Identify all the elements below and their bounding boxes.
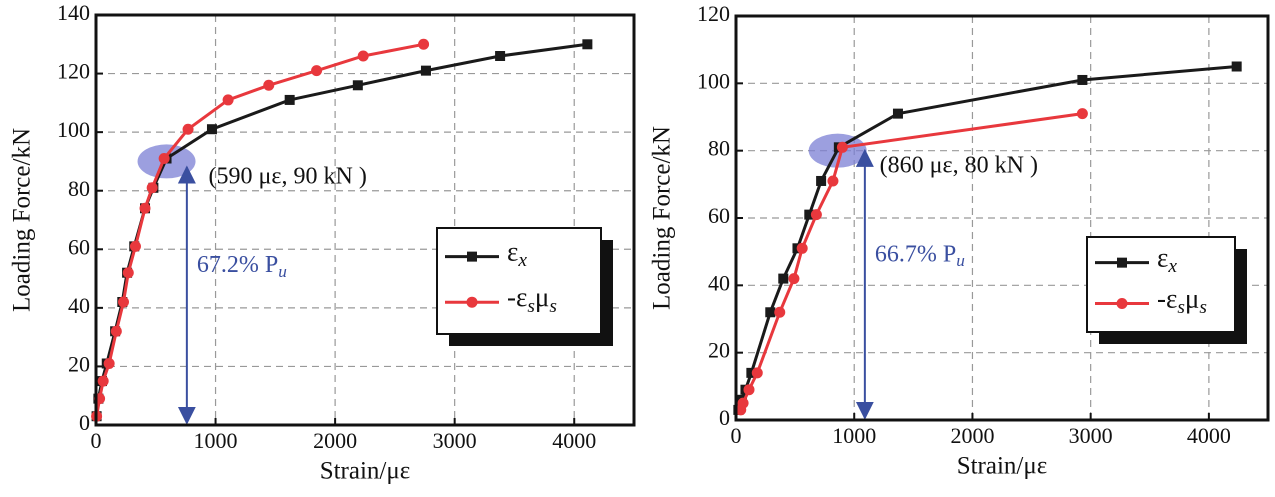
marker [420,65,431,76]
legend-marker [1117,257,1127,268]
marker [139,202,151,214]
y-tick-label: 60 [68,234,90,259]
legend-box [436,227,602,335]
marker [737,397,749,409]
x-axis-label: Strain/με [320,458,411,485]
arrow-label: 67.2% Pu [197,252,287,281]
marker [1077,74,1088,85]
legend-marker [467,251,477,262]
highlight-label: (860 με, 80 kN ) [880,152,1038,178]
marker [796,242,808,254]
x-tick-label: 0 [91,428,102,453]
y-tick-label: 60 [708,203,730,228]
y-tick-label: 0 [719,405,730,430]
marker [206,124,217,135]
x-tick-label: 2000 [313,428,357,453]
marker [284,94,295,105]
y-tick-label: 20 [708,338,730,363]
marker [103,358,115,369]
x-tick-label: 2000 [950,423,994,448]
y-tick-label: 40 [708,270,730,295]
marker [765,307,776,318]
highlight-label: (590 με, 90 kN ) [209,163,367,189]
x-tick-label: 0 [731,423,742,448]
marker [352,80,363,91]
marker [129,240,141,252]
marker [1076,108,1088,120]
plot-frame [734,14,1270,422]
marker [788,273,800,285]
x-tick-label: 4000 [1187,423,1231,448]
y-tick-label: 80 [708,136,730,161]
marker [810,209,822,221]
plot-frame [94,13,636,427]
marker [836,141,848,153]
legend-marker [1116,298,1128,309]
marker [158,153,170,164]
marker [182,123,194,135]
legend-marker [466,296,478,308]
y-tick-label: 100 [697,68,730,93]
y-tick-label: 40 [68,293,90,318]
y-tick-label: 100 [57,117,90,142]
marker [418,38,430,50]
marker [357,50,369,62]
x-axis-label: Strain/με [957,453,1048,480]
x-tick-label: 3000 [1069,423,1113,448]
marker [804,209,815,220]
legend-box [1086,236,1236,333]
marker [1231,61,1242,72]
marker [117,296,129,308]
y-tick-label: 120 [697,1,730,26]
y-axis-label: Loading Force/kN [649,126,676,310]
x-tick-label: 3000 [433,428,477,453]
marker [746,367,757,378]
marker [816,175,827,186]
y-tick-label: 140 [57,0,90,25]
marker [122,267,134,279]
marker [892,108,903,119]
marker [495,51,506,61]
marker [827,175,839,187]
y-tick-label: 120 [57,59,90,84]
legend-label: εx [507,237,527,272]
x-tick-label: 1000 [832,423,876,448]
y-axis-label: Loading Force/kN [9,128,36,312]
legend-label: -εsμs [507,282,557,317]
x-tick-label: 4000 [552,428,596,453]
y-tick-label: 80 [68,176,90,201]
marker [110,325,122,337]
legend-label: -εsμs [1157,284,1207,319]
marker [97,375,109,387]
legend-label: εx [1157,243,1177,278]
marker [146,182,158,194]
marker [743,384,755,396]
marker [774,306,786,318]
marker [778,273,789,284]
marker [222,94,234,106]
x-tick-label: 1000 [194,428,238,453]
marker [263,79,275,91]
series-line [95,42,424,417]
y-tick-label: 0 [79,410,90,435]
arrow-label: 66.7% Pu [875,241,965,270]
marker [311,65,323,77]
y-tick-label: 20 [68,351,90,376]
marker [582,39,593,50]
marker [751,367,763,379]
